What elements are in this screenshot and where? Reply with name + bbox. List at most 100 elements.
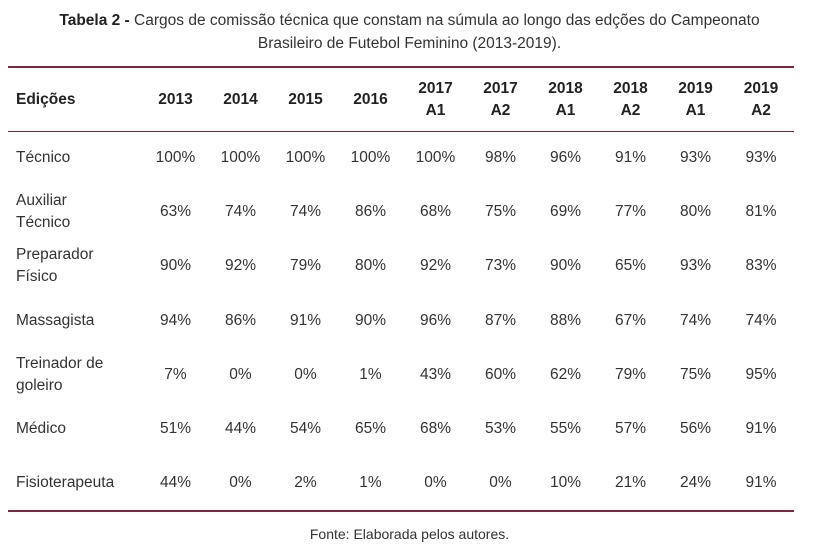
table-cell: 98% [484,149,517,167]
table-cell: 0% [229,474,252,492]
row-label: Preparador Físico [8,239,143,293]
table-cell: 94% [159,311,192,329]
column-header-label: Edições [8,69,143,131]
table-cell: 74% [745,311,777,329]
data-table: Edições 2013 2014 2015 2016 2017 A1 2017 A2 2018 A… [8,69,794,510]
table-cell: 65% [354,420,387,438]
table-cell: 80% [679,203,712,221]
caption-text-1: Cargos de comissão técnica que constam n… [134,12,760,29]
row-label-line: Médico [16,420,66,438]
table-cell: 95% [745,365,777,383]
table-cell: 91% [745,420,777,438]
column-header-line: 2017 [418,80,453,97]
table-cell: 74% [289,203,322,221]
table-cell: 43% [419,365,452,383]
table-cell: 91% [745,474,777,492]
table-cell: 0% [294,365,317,383]
column-header-line: A1 [425,102,446,119]
row-label-line: Auxiliar [16,192,67,210]
table-cell: 93% [679,257,712,275]
table-cell: 0% [424,474,447,492]
bottom-rule [8,510,794,512]
column-header: 2014 [208,69,273,131]
column-header: 2013 [143,69,208,131]
table-caption: Tabela 2 - Cargos de comissão técnica qu… [0,9,819,55]
table-cell: 93% [745,149,777,167]
column-header-line: 2015 [288,91,323,108]
caption-line-1: Tabela 2 - Cargos de comissão técnica qu… [0,9,819,32]
header-rule [8,131,794,132]
table-row: Auxiliar Técnico 63% 74% 74% 86% 68% 75% 69% 77% 8… [8,185,794,239]
table-cell: 69% [549,203,582,221]
table-cell: 73% [484,257,517,275]
table-cell: 56% [679,420,712,438]
top-rule [8,66,794,68]
table-cell: 77% [614,203,647,221]
column-header-line: 2019 [743,80,779,97]
table-cell: 88% [549,311,582,329]
column-header-line: A1 [685,102,706,119]
table-cell: 1% [359,365,382,383]
table-row: Massagista 94% 86% 91% 90% 96% 87% 88% 67% 74% 74% [8,294,794,348]
column-header: 2017 A1 [403,69,468,131]
row-label: Auxiliar Técnico [8,185,143,239]
table-cell: 96% [549,149,582,167]
table-cell: 7% [164,365,187,383]
table-cell: 90% [549,257,582,275]
table-cell: 54% [289,420,322,438]
table-cell: 60% [484,365,517,383]
source-note: Fonte: Elaborada pelos autores. [309,526,510,542]
table-cell: 90% [159,257,192,275]
table-cell: 100% [285,149,326,167]
column-header: 2018 A1 [533,69,598,131]
table-cell: 74% [224,203,257,221]
table-cell: 55% [549,420,582,438]
row-label-line: Fisioterapeuta [16,474,115,492]
caption-line-2: Brasileiro de Futebol Feminino (2013-201… [257,35,562,52]
row-label-line: Treinador de [16,354,104,372]
table-cell: 100% [415,149,456,167]
caption-label: Tabela 2 - [59,12,130,29]
table-cell: 86% [224,311,257,329]
table-cell: 100% [350,149,391,167]
column-header-line: 2014 [223,91,258,108]
table-cell: 0% [489,474,512,492]
table-cell: 100% [155,149,196,167]
row-label: Massagista [8,294,143,348]
table-cell: 63% [159,203,192,221]
table-cell: 68% [419,203,452,221]
row-label-line: Preparador [16,246,94,264]
table-cell: 75% [484,203,517,221]
column-header-line: A2 [751,102,771,119]
table-cell: 91% [614,149,647,167]
column-header-line: Edições [16,91,76,108]
table-cell: 62% [549,365,582,383]
table-cell: 24% [679,474,712,492]
table-cell: 90% [354,311,387,329]
row-label: Médico [8,402,143,456]
column-header-line: A2 [620,102,641,119]
row-label: Treinador de goleiro [8,348,143,402]
table-cell: 44% [159,474,192,492]
table-row: Médico 51% 44% 54% 65% 68% 53% 55% 57% 56% 91% [8,402,794,456]
column-header-line: A2 [490,102,511,119]
column-header: 2018 A2 [598,69,663,131]
table-cell: 86% [354,203,387,221]
table-cell: 67% [614,311,647,329]
table-cell: 100% [220,149,261,167]
table-cell: 44% [224,420,257,438]
row-label: Técnico [8,131,143,185]
table-cell: 87% [484,311,517,329]
row-label-line: goleiro [16,376,63,394]
table-cell: 1% [359,474,382,492]
column-header: 2019 A1 [663,69,728,131]
table-cell: 93% [679,149,712,167]
table-cell: 79% [289,257,322,275]
column-header: 2016 [338,69,403,131]
table-cell: 0% [229,365,252,383]
row-label-line: Físico [16,268,58,286]
column-header: 2015 [273,69,338,131]
row-label-line: Técnico [16,149,71,167]
table-cell: 53% [484,420,517,438]
table-cell: 57% [614,420,647,438]
